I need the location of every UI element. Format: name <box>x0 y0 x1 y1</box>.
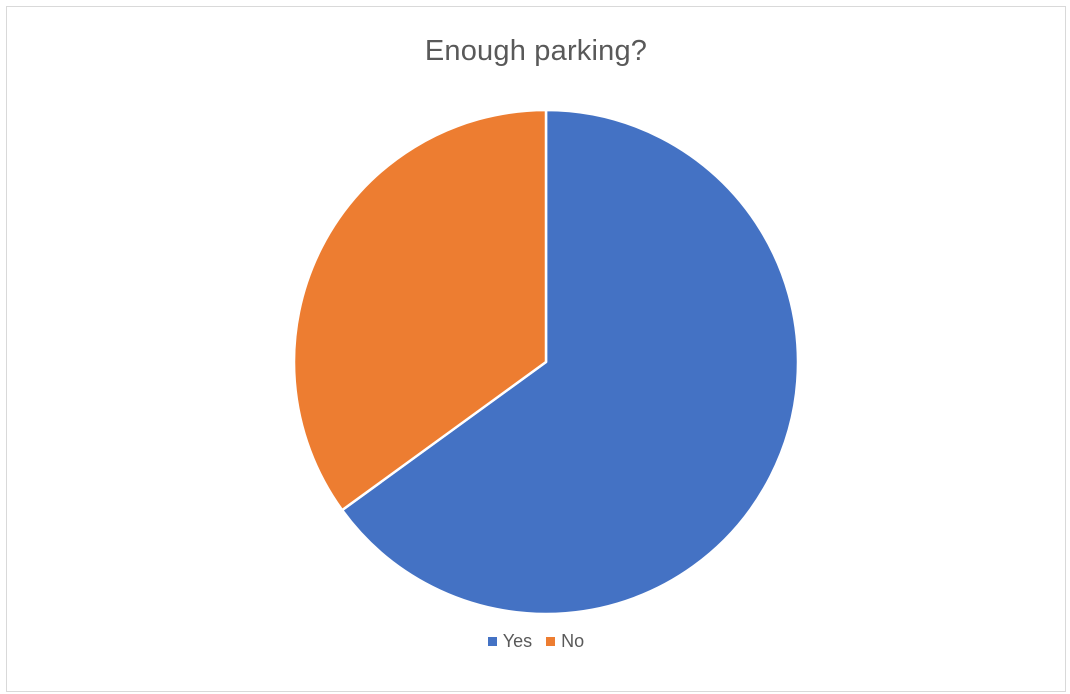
chart-area: Enough parking? Yes No <box>6 6 1066 692</box>
pie-chart <box>292 108 800 616</box>
chart-title: Enough parking? <box>424 35 648 67</box>
legend-label-no: No <box>561 631 585 651</box>
legend-label-yes: Yes <box>502 631 533 651</box>
legend: Yes No <box>7 631 1065 652</box>
pie-slice-no <box>292 108 548 512</box>
legend-item-no: No <box>546 631 584 652</box>
pie-slice-yes <box>340 108 800 616</box>
legend-swatch-yes <box>487 637 497 646</box>
legend-swatch-no <box>546 637 556 646</box>
legend-item-yes: Yes <box>487 631 533 652</box>
